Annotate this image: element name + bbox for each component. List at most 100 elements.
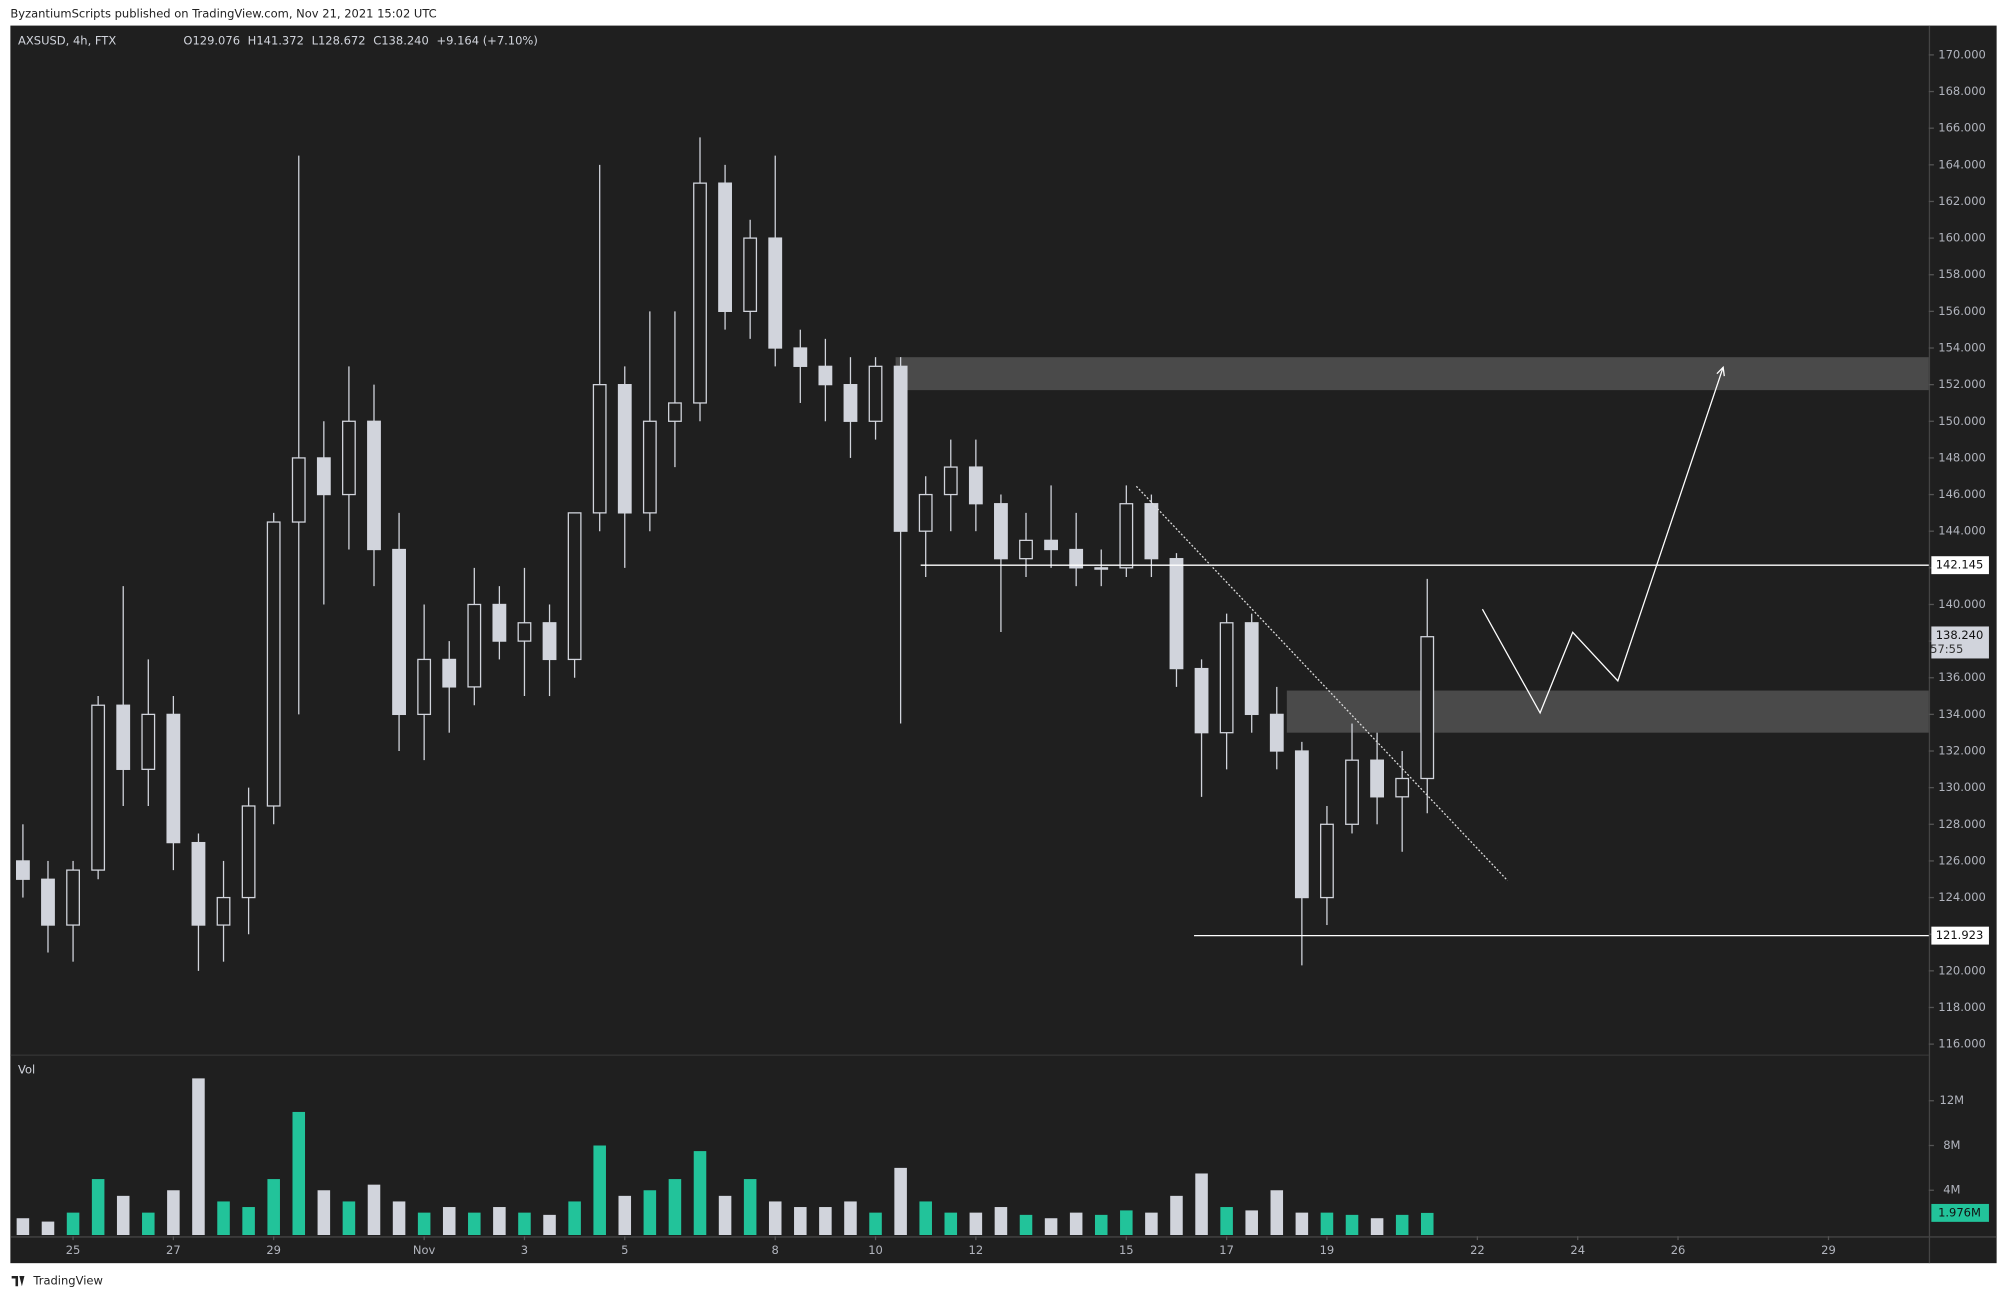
candle-body [843,384,858,422]
candle-body [1044,539,1058,551]
volume-bar [643,1190,657,1236]
volume-bar [1094,1214,1108,1236]
candle-body [1019,539,1033,560]
volume-bar [392,1201,406,1236]
volume-bar [768,1201,782,1236]
candle-body [693,182,707,404]
volume-bar [468,1212,481,1236]
volume-bar [41,1221,55,1236]
volume-bar [819,1207,832,1236]
x-tick-label: 26 [1671,1243,1686,1257]
candle-body [668,402,682,422]
y-tick-label: 116.000 [1938,1037,1986,1051]
candle-body [1370,759,1385,798]
candle-body [1219,622,1234,734]
volume-bar [1069,1212,1083,1236]
volume-bar [969,1212,983,1236]
y-tick-label: 170.000 [1938,47,1986,61]
ohlc-label: H141.372 [248,33,304,47]
y-tick-label: 126.000 [1938,853,1986,867]
volume-bar [192,1078,205,1236]
candle-body [1194,667,1209,734]
y-tick-label: 154.000 [1938,341,1986,355]
candle-body [417,658,432,716]
candle-body [342,420,356,496]
volume-bar [417,1212,431,1236]
candle-body [1269,713,1284,752]
volume-bar [292,1111,306,1236]
candle-body [392,548,406,716]
volume-bar [1295,1212,1309,1236]
projection-path [1481,367,1724,715]
volume-bar [342,1201,356,1236]
candle-body [1395,777,1410,798]
volume-bar [1345,1214,1359,1236]
volume-bar [1019,1214,1033,1236]
volume-bar [116,1195,130,1236]
x-tick-label: 5 [621,1243,628,1257]
y-tick-label: 134.000 [1938,707,1986,721]
volume-bar [994,1207,1008,1236]
candle-body [66,869,80,926]
candle-body [166,713,181,844]
level-label-box [1931,556,1989,575]
volume-bar [442,1207,456,1236]
y-tick-label: 148.000 [1938,450,1986,464]
candle-body [768,237,783,349]
y-tick-label: 140.000 [1938,597,1986,611]
candle-body [542,622,557,661]
x-tick-label: 8 [772,1243,779,1257]
y-tick-label: 150.000 [1938,414,1986,428]
volume-bar [794,1207,807,1236]
candle-body [442,658,457,688]
candle-body [1119,503,1134,569]
y-tick-label: 120.000 [1938,963,1986,977]
volume-bar [91,1179,105,1236]
candle-body [1320,823,1334,899]
candle-body [216,896,231,926]
volume-bar [1420,1212,1434,1236]
volume-value-label: 1.976M [1938,1205,1981,1219]
volume-bar [317,1190,331,1236]
last-price-label: 138.240 [1936,628,1984,642]
y-tick-label: 136.000 [1938,670,1986,684]
volume-bar [1270,1190,1284,1236]
candle-body [467,603,482,688]
volume-bar [493,1207,506,1236]
volume-bar [919,1201,932,1236]
y-tick-label: 164.000 [1938,157,1986,171]
candle-body [1144,503,1159,560]
volume-bar [1320,1212,1334,1236]
candle-body [116,704,131,770]
candle-body [968,466,983,505]
last-price-box [1931,626,1989,659]
volume-tick-label: 12M [1940,1093,1965,1107]
candle-body [642,420,657,514]
volume-bar [1370,1218,1384,1236]
volume-bar [66,1212,80,1236]
y-tick-label: 156.000 [1938,304,1986,318]
countdown: 57:55 [1930,642,1963,656]
candle-body [91,704,106,871]
y-tick-label: 144.000 [1938,524,1986,538]
x-tick-label: 17 [1219,1243,1234,1257]
ohlc-label: O129.076 [183,33,240,47]
candle-body [191,841,206,926]
candle-body [241,805,256,899]
level-label-box [1931,926,1989,945]
y-tick-label: 158.000 [1938,267,1986,281]
candle-body [1345,759,1359,825]
volume-bar [1044,1218,1058,1236]
y-tick-label: 168.000 [1938,84,1986,98]
ohlc-label: C138.240 [373,33,429,47]
volume-bar [367,1184,381,1236]
volume-tick-label: 8M [1943,1138,1960,1152]
volume-bar [1170,1195,1183,1236]
candle-body [16,860,30,880]
volume-bar [217,1201,230,1236]
y-tick-label: 128.000 [1938,817,1986,831]
y-tick-label: 130.000 [1938,780,1986,794]
x-tick-label: 27 [166,1243,181,1257]
volume-bar [618,1195,632,1236]
x-tick-label: 29 [266,1243,281,1257]
